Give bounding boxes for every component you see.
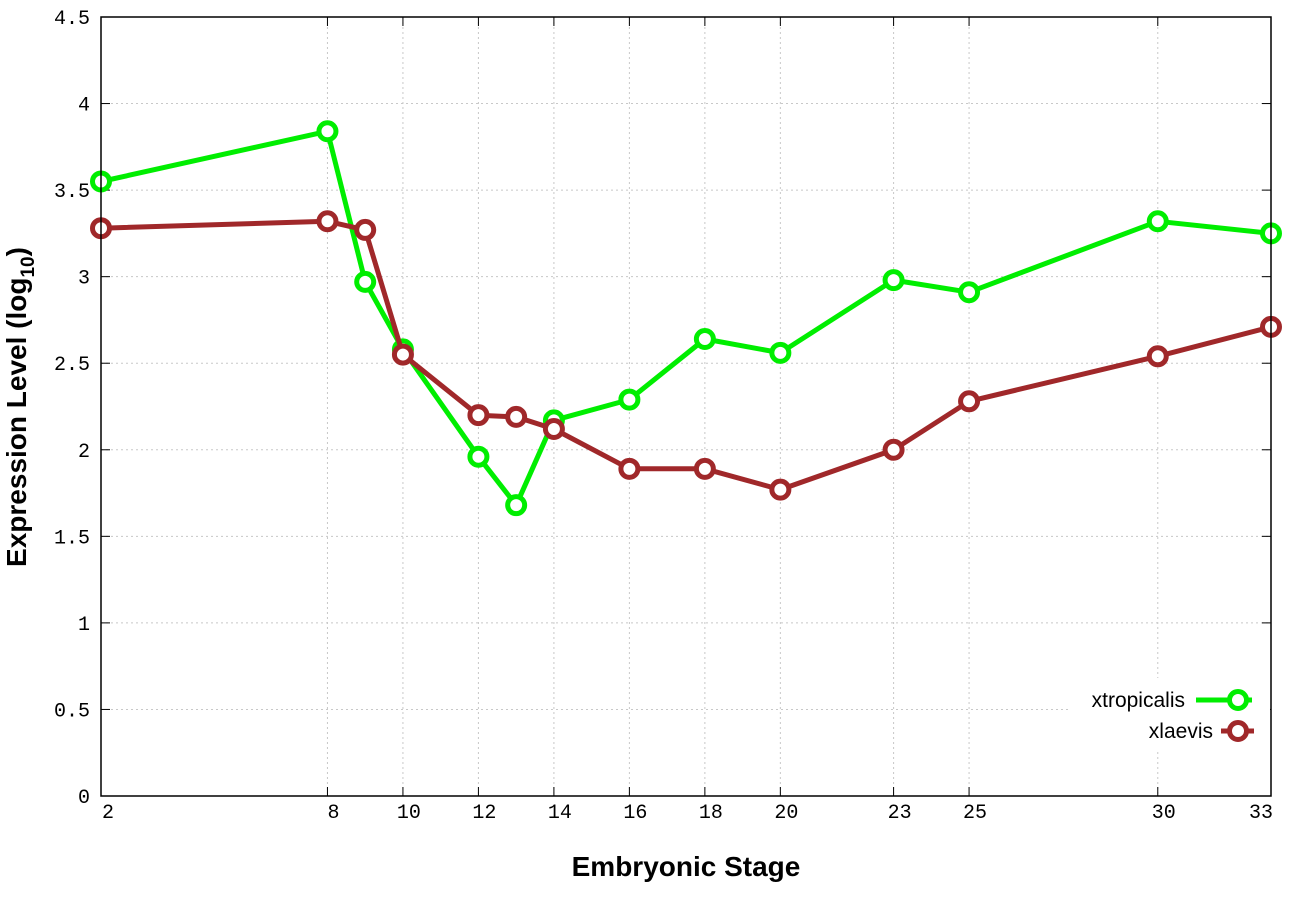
x-tick-label: 16: [623, 802, 647, 825]
y-tick-label: 1: [78, 614, 90, 637]
data-point-xtropicalis: [693, 327, 716, 350]
legend-swatch-marker-xlaevis: [1227, 720, 1249, 742]
x-tick-label: 23: [888, 802, 912, 825]
data-point-xtropicalis: [505, 494, 528, 517]
data-point-xlaevis: [542, 418, 565, 441]
y-tick-label: 2: [78, 441, 90, 464]
y-tick-label: 0.5: [54, 700, 90, 723]
y-tick-label: 4: [78, 95, 90, 118]
legend-label-xtropicalis: xtropicalis: [1092, 689, 1185, 712]
data-point-xtropicalis: [354, 270, 377, 293]
series-line-xtropicalis: [100, 128, 1272, 508]
data-point-xlaevis: [958, 390, 981, 413]
data-point-xlaevis: [467, 404, 490, 427]
x-tick-label: 10: [397, 802, 421, 825]
plot-area-frame: [100, 16, 1272, 797]
x-axis-title: Embryonic Stage: [572, 851, 801, 882]
data-point-xlaevis: [693, 457, 716, 480]
legend-item-xlaevis: xlaevis: [1149, 720, 1254, 743]
y-tick-label: 0: [78, 787, 90, 810]
y-axis-title: Expression Level (log10): [1, 247, 39, 567]
data-point-xtropicalis: [1146, 210, 1169, 233]
x-tick-label: 8: [327, 802, 339, 825]
y-axis-title-close: ): [1, 247, 32, 256]
x-tick-label: 12: [472, 802, 496, 825]
data-point-xtropicalis: [882, 269, 905, 292]
data-point-xtropicalis: [958, 281, 981, 304]
grid: [101, 17, 1271, 796]
y-axis-title-main: Expression Level (log: [1, 278, 32, 567]
y-tick-label: 1.5: [54, 527, 90, 550]
y-tick-label: 3.5: [54, 181, 90, 204]
y-axis-title-subscript: 10: [18, 256, 39, 277]
y-tick-label: 4.5: [54, 8, 90, 31]
series-line-xlaevis: [100, 218, 1272, 493]
x-tick-label: 30: [1152, 802, 1176, 825]
x-tick-label: 14: [548, 802, 572, 825]
data-point-xlaevis: [618, 457, 641, 480]
axis-ticks: 0 0.5 1 1.5 2 2.5 3 3.5 4 4.5 2 8 10 12 14 16 18 20 23 25 30…: [54, 8, 1273, 825]
series-lines: [90, 120, 1282, 517]
series-xtropicalis: [90, 120, 1282, 517]
legend-item-xtropicalis: xtropicalis: [1092, 689, 1252, 712]
data-point-xlaevis: [316, 210, 339, 233]
y-tick-label: 3: [78, 268, 90, 291]
y-tick-label: 2.5: [54, 354, 90, 377]
data-point-xlaevis: [391, 343, 414, 366]
x-tick-label: 2: [102, 802, 114, 825]
x-tick-label: 33: [1249, 802, 1273, 825]
data-point-xtropicalis: [316, 120, 339, 143]
x-tick-label: 18: [699, 802, 723, 825]
data-point-xtropicalis: [769, 341, 792, 364]
data-point-xtropicalis: [618, 388, 641, 411]
legend-label-xlaevis: xlaevis: [1149, 720, 1213, 743]
data-point-xlaevis: [1146, 345, 1169, 368]
x-tick-label: 25: [963, 802, 987, 825]
data-point-xlaevis: [769, 478, 792, 501]
legend: xtropicalis xlaevis: [1070, 678, 1270, 750]
data-point-xlaevis: [354, 218, 377, 241]
data-point-xtropicalis: [467, 445, 490, 468]
legend-swatch-marker-xtropicalis: [1227, 689, 1249, 711]
data-point-xlaevis: [882, 438, 905, 461]
x-tick-label: 20: [774, 802, 798, 825]
data-point-xlaevis: [505, 405, 528, 428]
